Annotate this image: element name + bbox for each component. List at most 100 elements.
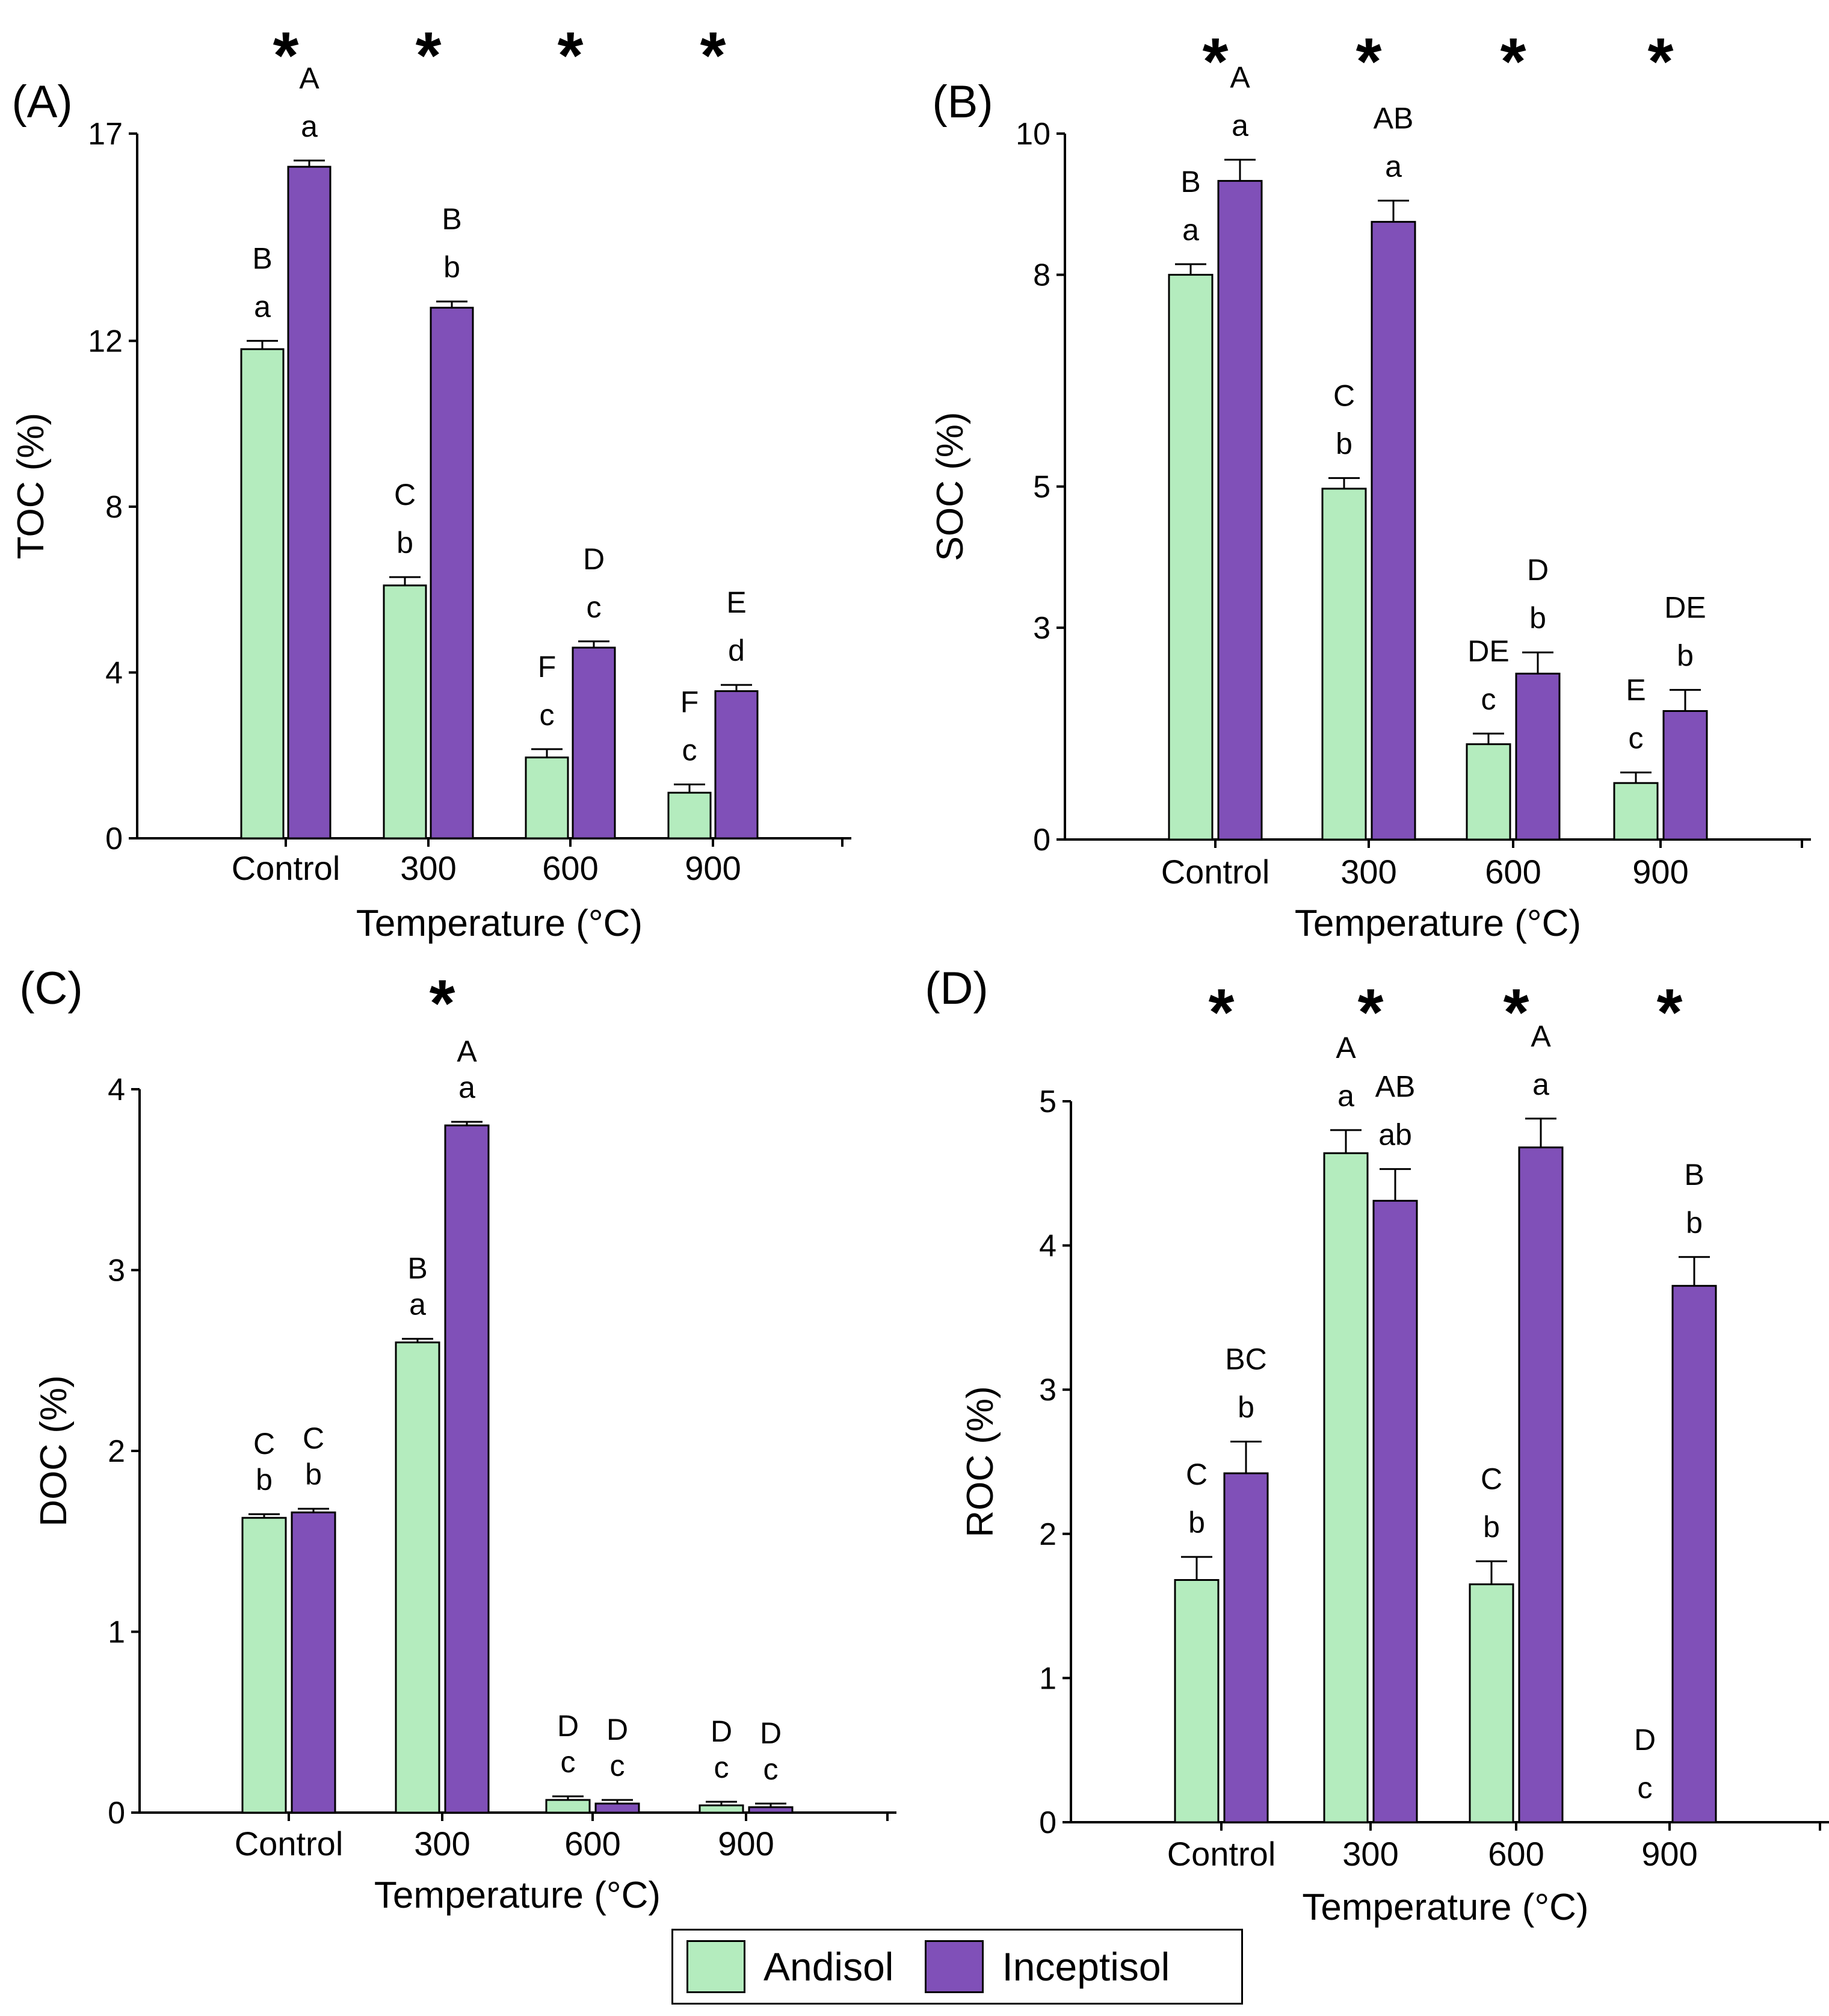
x-tick-label: 600 bbox=[564, 1825, 620, 1863]
y-tick-label: 17 bbox=[88, 117, 123, 152]
y-tick-label: 8 bbox=[1033, 258, 1050, 293]
letter-upper-andisol: D bbox=[557, 1709, 579, 1743]
letter-lower-andisol: b bbox=[396, 526, 413, 560]
bar-andisol bbox=[1469, 1583, 1514, 1823]
bar-inceptisol bbox=[1662, 710, 1708, 841]
letter-lower-inceptisol: a bbox=[458, 1071, 475, 1104]
x-tick-label: 900 bbox=[1641, 1835, 1697, 1873]
letter-upper-inceptisol: D bbox=[583, 542, 605, 576]
bar-inceptisol bbox=[1515, 672, 1561, 841]
legend-item-inceptisol: Inceptisol bbox=[925, 1940, 1170, 1993]
letter-upper-inceptisol: D bbox=[1527, 553, 1549, 587]
x-axis-label: Temperature (°C) bbox=[374, 1875, 661, 1916]
bar-andisol bbox=[699, 1804, 744, 1814]
letter-lower-inceptisol: c bbox=[610, 1749, 625, 1783]
letter-upper-inceptisol: A bbox=[1230, 60, 1250, 94]
letter-lower-inceptisol: a bbox=[1532, 1068, 1549, 1101]
letter-upper-inceptisol: C bbox=[303, 1421, 324, 1455]
letter-upper-andisol: F bbox=[680, 685, 699, 719]
bar-inceptisol bbox=[287, 165, 332, 839]
letter-lower-inceptisol: b bbox=[305, 1458, 322, 1491]
significance-star: * bbox=[1504, 976, 1529, 1050]
letter-upper-inceptisol: A bbox=[299, 61, 319, 95]
letter-lower-andisol: a bbox=[254, 289, 271, 323]
letter-upper-inceptisol: AB bbox=[1375, 1070, 1416, 1104]
letter-lower-andisol: a bbox=[1337, 1079, 1354, 1113]
legend: Andisol Inceptisol bbox=[671, 1929, 1243, 2005]
x-tick-label: Control bbox=[1161, 853, 1270, 891]
bar-andisol bbox=[240, 348, 285, 839]
x-axis-label: Temperature (°C) bbox=[1295, 903, 1581, 944]
significance-star: * bbox=[1501, 25, 1526, 99]
letter-lower-inceptisol: c bbox=[763, 1752, 779, 1786]
bar-inceptisol bbox=[748, 1806, 794, 1814]
legend-swatch-andisol bbox=[686, 1940, 745, 1993]
letter-upper-andisol: C bbox=[253, 1427, 275, 1461]
letter-upper-inceptisol: AB bbox=[1374, 101, 1414, 135]
bar-inceptisol bbox=[1372, 1199, 1418, 1823]
bar-inceptisol bbox=[444, 1124, 490, 1814]
letter-lower-inceptisol: b bbox=[443, 250, 460, 284]
bar-inceptisol bbox=[1371, 221, 1416, 841]
panel-a: (A) 0 4 8 12 17 Control 300 600 900 TOC (%) Tempera… bbox=[10, 19, 851, 944]
y-tick-label: 1 bbox=[1039, 1661, 1056, 1696]
letter-upper-andisol: B bbox=[407, 1252, 427, 1285]
letter-upper-andisol: A bbox=[1336, 1031, 1356, 1065]
y-tick-label: 4 bbox=[105, 655, 123, 690]
x-tick-label: 300 bbox=[1342, 1835, 1398, 1873]
y-tick-label: 8 bbox=[105, 490, 123, 525]
x-tick-label: 300 bbox=[414, 1825, 470, 1863]
letter-lower-andisol: b bbox=[1336, 427, 1352, 460]
x-tick-label: Control bbox=[232, 849, 341, 887]
letter-lower-inceptisol: a bbox=[1232, 108, 1248, 142]
bar-andisol bbox=[383, 584, 427, 839]
significance-star: * bbox=[273, 19, 299, 93]
significance-star: * bbox=[700, 19, 726, 93]
y-tick-label: 0 bbox=[105, 821, 123, 856]
panel-label: (C) bbox=[19, 963, 83, 1014]
x-axis-label: Temperature (°C) bbox=[356, 903, 643, 944]
y-tick-label: 4 bbox=[108, 1072, 125, 1107]
letter-upper-inceptisol: B bbox=[442, 202, 461, 236]
bar-inceptisol bbox=[291, 1511, 336, 1814]
x-tick-label: Control bbox=[1167, 1835, 1276, 1873]
letter-lower-andisol: c bbox=[682, 733, 697, 767]
letter-lower-andisol: c bbox=[540, 698, 555, 732]
legend-label-andisol: Andisol bbox=[763, 1944, 894, 1989]
significance-star: * bbox=[416, 19, 442, 93]
x-tick-label: 600 bbox=[542, 849, 598, 887]
letter-upper-andisol: C bbox=[394, 478, 416, 512]
y-tick-label: 12 bbox=[88, 324, 123, 359]
bar-andisol bbox=[1466, 743, 1511, 841]
significance-star: * bbox=[1203, 25, 1229, 99]
letter-upper-andisol: C bbox=[1186, 1458, 1208, 1491]
significance-star: * bbox=[1358, 976, 1384, 1050]
panel-label: (A) bbox=[11, 76, 72, 128]
letter-lower-inceptisol: b bbox=[1238, 1390, 1254, 1424]
letter-lower-inceptisol: b bbox=[1529, 601, 1546, 635]
y-tick-label: 3 bbox=[1033, 611, 1050, 646]
letter-upper-andisol: DE bbox=[1467, 634, 1509, 668]
letter-upper-inceptisol: A bbox=[457, 1034, 477, 1068]
legend-swatch-inceptisol bbox=[925, 1940, 984, 1993]
panel-c: (C) 0 1 2 3 4 Control 300 600 900 DOC (%) Temperatu… bbox=[19, 963, 896, 1916]
y-tick-label: 0 bbox=[1039, 1805, 1056, 1840]
letter-lower-andisol: b bbox=[1188, 1506, 1205, 1539]
letter-lower-andisol: a bbox=[409, 1288, 426, 1322]
x-tick-label: 300 bbox=[1340, 853, 1396, 891]
letter-lower-inceptisol: b bbox=[1677, 639, 1694, 672]
bar-andisol bbox=[1168, 274, 1214, 841]
letter-lower-andisol: c bbox=[714, 1751, 729, 1784]
letter-upper-andisol: D bbox=[1634, 1723, 1656, 1757]
letter-lower-andisol: c bbox=[1629, 722, 1644, 755]
y-tick-label: 3 bbox=[1039, 1373, 1056, 1408]
letter-upper-andisol: B bbox=[1180, 165, 1200, 199]
y-axis-label: TOC (%) bbox=[10, 413, 52, 559]
y-tick-label: 5 bbox=[1039, 1084, 1056, 1119]
bar-inceptisol bbox=[430, 306, 474, 839]
panel-label: (B) bbox=[932, 76, 993, 128]
panel-d: (D) 0 1 2 3 4 5 Control 300 600 900 ROC (%) Temperat… bbox=[925, 963, 1829, 1928]
x-tick-label: 600 bbox=[1485, 853, 1541, 891]
bar-andisol bbox=[1174, 1578, 1220, 1823]
letter-lower-andisol: b bbox=[1483, 1510, 1500, 1544]
